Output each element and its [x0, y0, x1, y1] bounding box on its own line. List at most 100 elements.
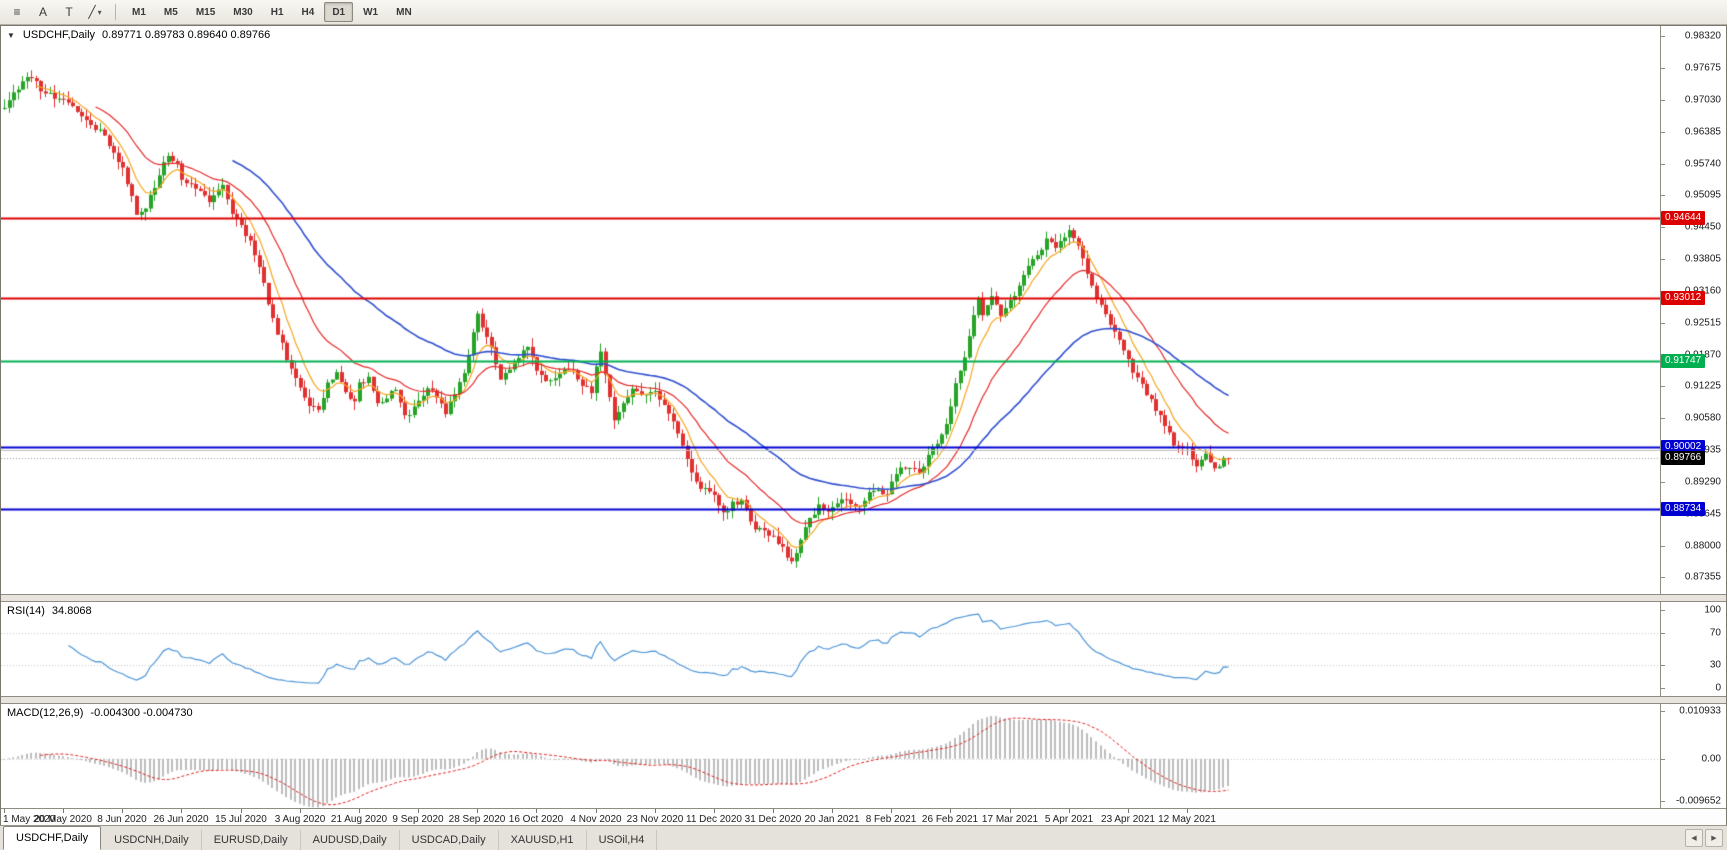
- axis-tick-label: 0.98320: [1684, 30, 1721, 42]
- chart-tab-audusd[interactable]: AUDUSD,Daily: [301, 830, 400, 850]
- axis-tick-mark: [1661, 711, 1665, 713]
- timeframe-button-w1[interactable]: W1: [363, 6, 379, 18]
- axis-tick-label: 0.96385: [1684, 126, 1721, 138]
- date-label: 23 Nov 2020: [626, 814, 684, 825]
- axis-tick-label: 0.95740: [1684, 158, 1721, 170]
- axis-tick-mark: [1661, 195, 1665, 197]
- trendline-tool-icon[interactable]: ╱ ▾: [88, 5, 102, 19]
- cursor-tool-icon[interactable]: A: [38, 5, 47, 19]
- date-label: 17 Mar 2021: [981, 814, 1039, 825]
- price-axis[interactable]: 0.94644 0.93012 0.91747 0.90002 0.88734 0.983…: [1660, 26, 1726, 594]
- axis-tick-mark: [1661, 800, 1665, 802]
- tab-scrollers: ◀ ▶: [1685, 829, 1723, 847]
- text-tool-icon[interactable]: T: [65, 5, 73, 19]
- date-label: 9 Sep 2020: [392, 814, 444, 825]
- axis-tick-label: 30: [1709, 659, 1721, 671]
- axis-tick-mark: [1661, 577, 1665, 579]
- time-tick-mark: [359, 809, 360, 813]
- axis-tick-mark: [1661, 386, 1665, 388]
- rsi-canvas[interactable]: [1, 602, 1661, 696]
- time-tick-mark: [714, 809, 715, 813]
- time-tick-mark: [950, 809, 951, 813]
- chart-title: ▼ USDCHF,Daily 0.89771 0.89783 0.89640 0…: [7, 29, 270, 41]
- timeframe-button-h1[interactable]: H1: [270, 6, 284, 18]
- chart-tabs: USDCHF,Daily USDCNH,Daily EURUSD,Daily AUDU…: [3, 826, 658, 850]
- timeframe-button-m15[interactable]: M15: [195, 6, 216, 18]
- dropdown-caret-icon: ▾: [97, 7, 102, 17]
- time-tick-mark: [181, 809, 182, 813]
- time-tick-mark: [241, 809, 242, 813]
- time-tick-mark: [300, 809, 301, 813]
- axis-tick-label: 100: [1704, 604, 1721, 616]
- axis-tick-label: 0.89290: [1684, 476, 1721, 488]
- timeframe-button-m30[interactable]: M30: [233, 6, 253, 18]
- time-tick-mark: [1187, 809, 1188, 813]
- chart-tab-usdcad[interactable]: USDCAD,Daily: [400, 830, 499, 850]
- chart-tab-usdchf[interactable]: USDCHF,Daily: [3, 826, 102, 850]
- date-label: 5 Apr 2021: [1044, 814, 1094, 825]
- date-label: 15 Jul 2020: [215, 814, 267, 825]
- timeframe-button-h4[interactable]: H4: [301, 6, 315, 18]
- date-label: 20 May 2020: [34, 814, 92, 825]
- time-tick-mark: [891, 809, 892, 813]
- axis-tick-label: 0.97030: [1684, 94, 1721, 106]
- symbol-timeframe-label: USDCHF,Daily: [22, 29, 96, 41]
- axis-tick-label: 0.97675: [1684, 62, 1721, 74]
- chart-tab-usoil[interactable]: USOil,H4: [587, 830, 658, 850]
- axis-tick-mark: [1661, 545, 1665, 547]
- timeframe-button-mn[interactable]: MN: [396, 6, 412, 18]
- macd-axis[interactable]: 0.010933 0.00 -0.009652: [1660, 704, 1726, 808]
- axis-tick-mark: [1661, 36, 1665, 38]
- axis-tick-mark: [1661, 131, 1665, 133]
- panel-resize-divider-1[interactable]: [1, 594, 1726, 602]
- axis-tick-label: 0.87355: [1684, 571, 1721, 583]
- timeframe-button-m5[interactable]: M5: [163, 6, 178, 18]
- hline-price-flag: 0.93012: [1661, 291, 1706, 306]
- collapse-chart-icon[interactable]: ▼: [7, 30, 15, 40]
- axis-tick-label: 0.90580: [1684, 412, 1721, 424]
- date-label: 8 Feb 2021: [865, 814, 917, 825]
- tab-scroll-left-icon[interactable]: ◀: [1685, 829, 1703, 847]
- hline-price-flag: 0.88734: [1661, 502, 1706, 517]
- macd-canvas[interactable]: [1, 704, 1661, 808]
- time-tick-mark: [536, 809, 537, 813]
- chart-tab-eurusd[interactable]: EURUSD,Daily: [202, 830, 301, 850]
- axis-tick-label: 0.00: [1701, 753, 1721, 765]
- tab-scroll-right-icon[interactable]: ▶: [1705, 829, 1723, 847]
- time-tick-mark: [4, 809, 5, 813]
- time-tick-mark: [477, 809, 478, 813]
- axis-tick-label: 0.010933: [1679, 705, 1721, 717]
- hline-price-flag: 0.91747: [1661, 353, 1706, 368]
- timeframe-button-d1[interactable]: D1: [324, 2, 354, 22]
- axis-tick-mark: [1661, 633, 1665, 635]
- price-chart-canvas[interactable]: [1, 26, 1661, 594]
- time-tick-mark: [122, 809, 123, 813]
- axis-tick-mark: [1661, 68, 1665, 70]
- time-tick-mark: [832, 809, 833, 813]
- axis-tick-label: 0.88000: [1684, 540, 1721, 552]
- timeframe-button-m1[interactable]: M1: [132, 6, 146, 18]
- current-price-flag: 0.89766: [1661, 451, 1706, 466]
- time-tick-mark: [1128, 809, 1129, 813]
- axis-tick-mark: [1661, 664, 1665, 666]
- price-chart-panel: ▼ USDCHF,Daily 0.89771 0.89783 0.89640 0…: [1, 26, 1726, 594]
- date-label: 8 Jun 2020: [97, 814, 147, 825]
- chart-tab-xauusd[interactable]: XAUUSD,H1: [499, 830, 587, 850]
- hline-price-flag: 0.94644: [1661, 210, 1706, 225]
- axis-tick-label: -0.009652: [1675, 795, 1721, 807]
- date-label: 20 Jan 2021: [804, 814, 860, 825]
- axis-tick-label: 0.94450: [1684, 221, 1721, 233]
- chart-tab-usdcnh[interactable]: USDCNH,Daily: [102, 830, 202, 850]
- time-tick-mark: [655, 809, 656, 813]
- rsi-value: 34.8068: [51, 605, 92, 617]
- rsi-axis[interactable]: 100 70 30 0: [1660, 602, 1726, 696]
- axis-tick-label: 0.93805: [1684, 253, 1721, 265]
- date-label: 31 Dec 2020: [744, 814, 802, 825]
- rsi-indicator-panel: RSI(14) 34.8068 100 70 30 0: [1, 602, 1726, 696]
- charts-menu-icon[interactable]: ≡: [13, 5, 21, 19]
- rsi-title: RSI(14): [7, 605, 45, 617]
- macd-label: MACD(12,26,9) -0.004300 -0.004730: [7, 707, 193, 719]
- rsi-label: RSI(14) 34.8068: [7, 605, 92, 617]
- panel-resize-divider-2[interactable]: [1, 696, 1726, 704]
